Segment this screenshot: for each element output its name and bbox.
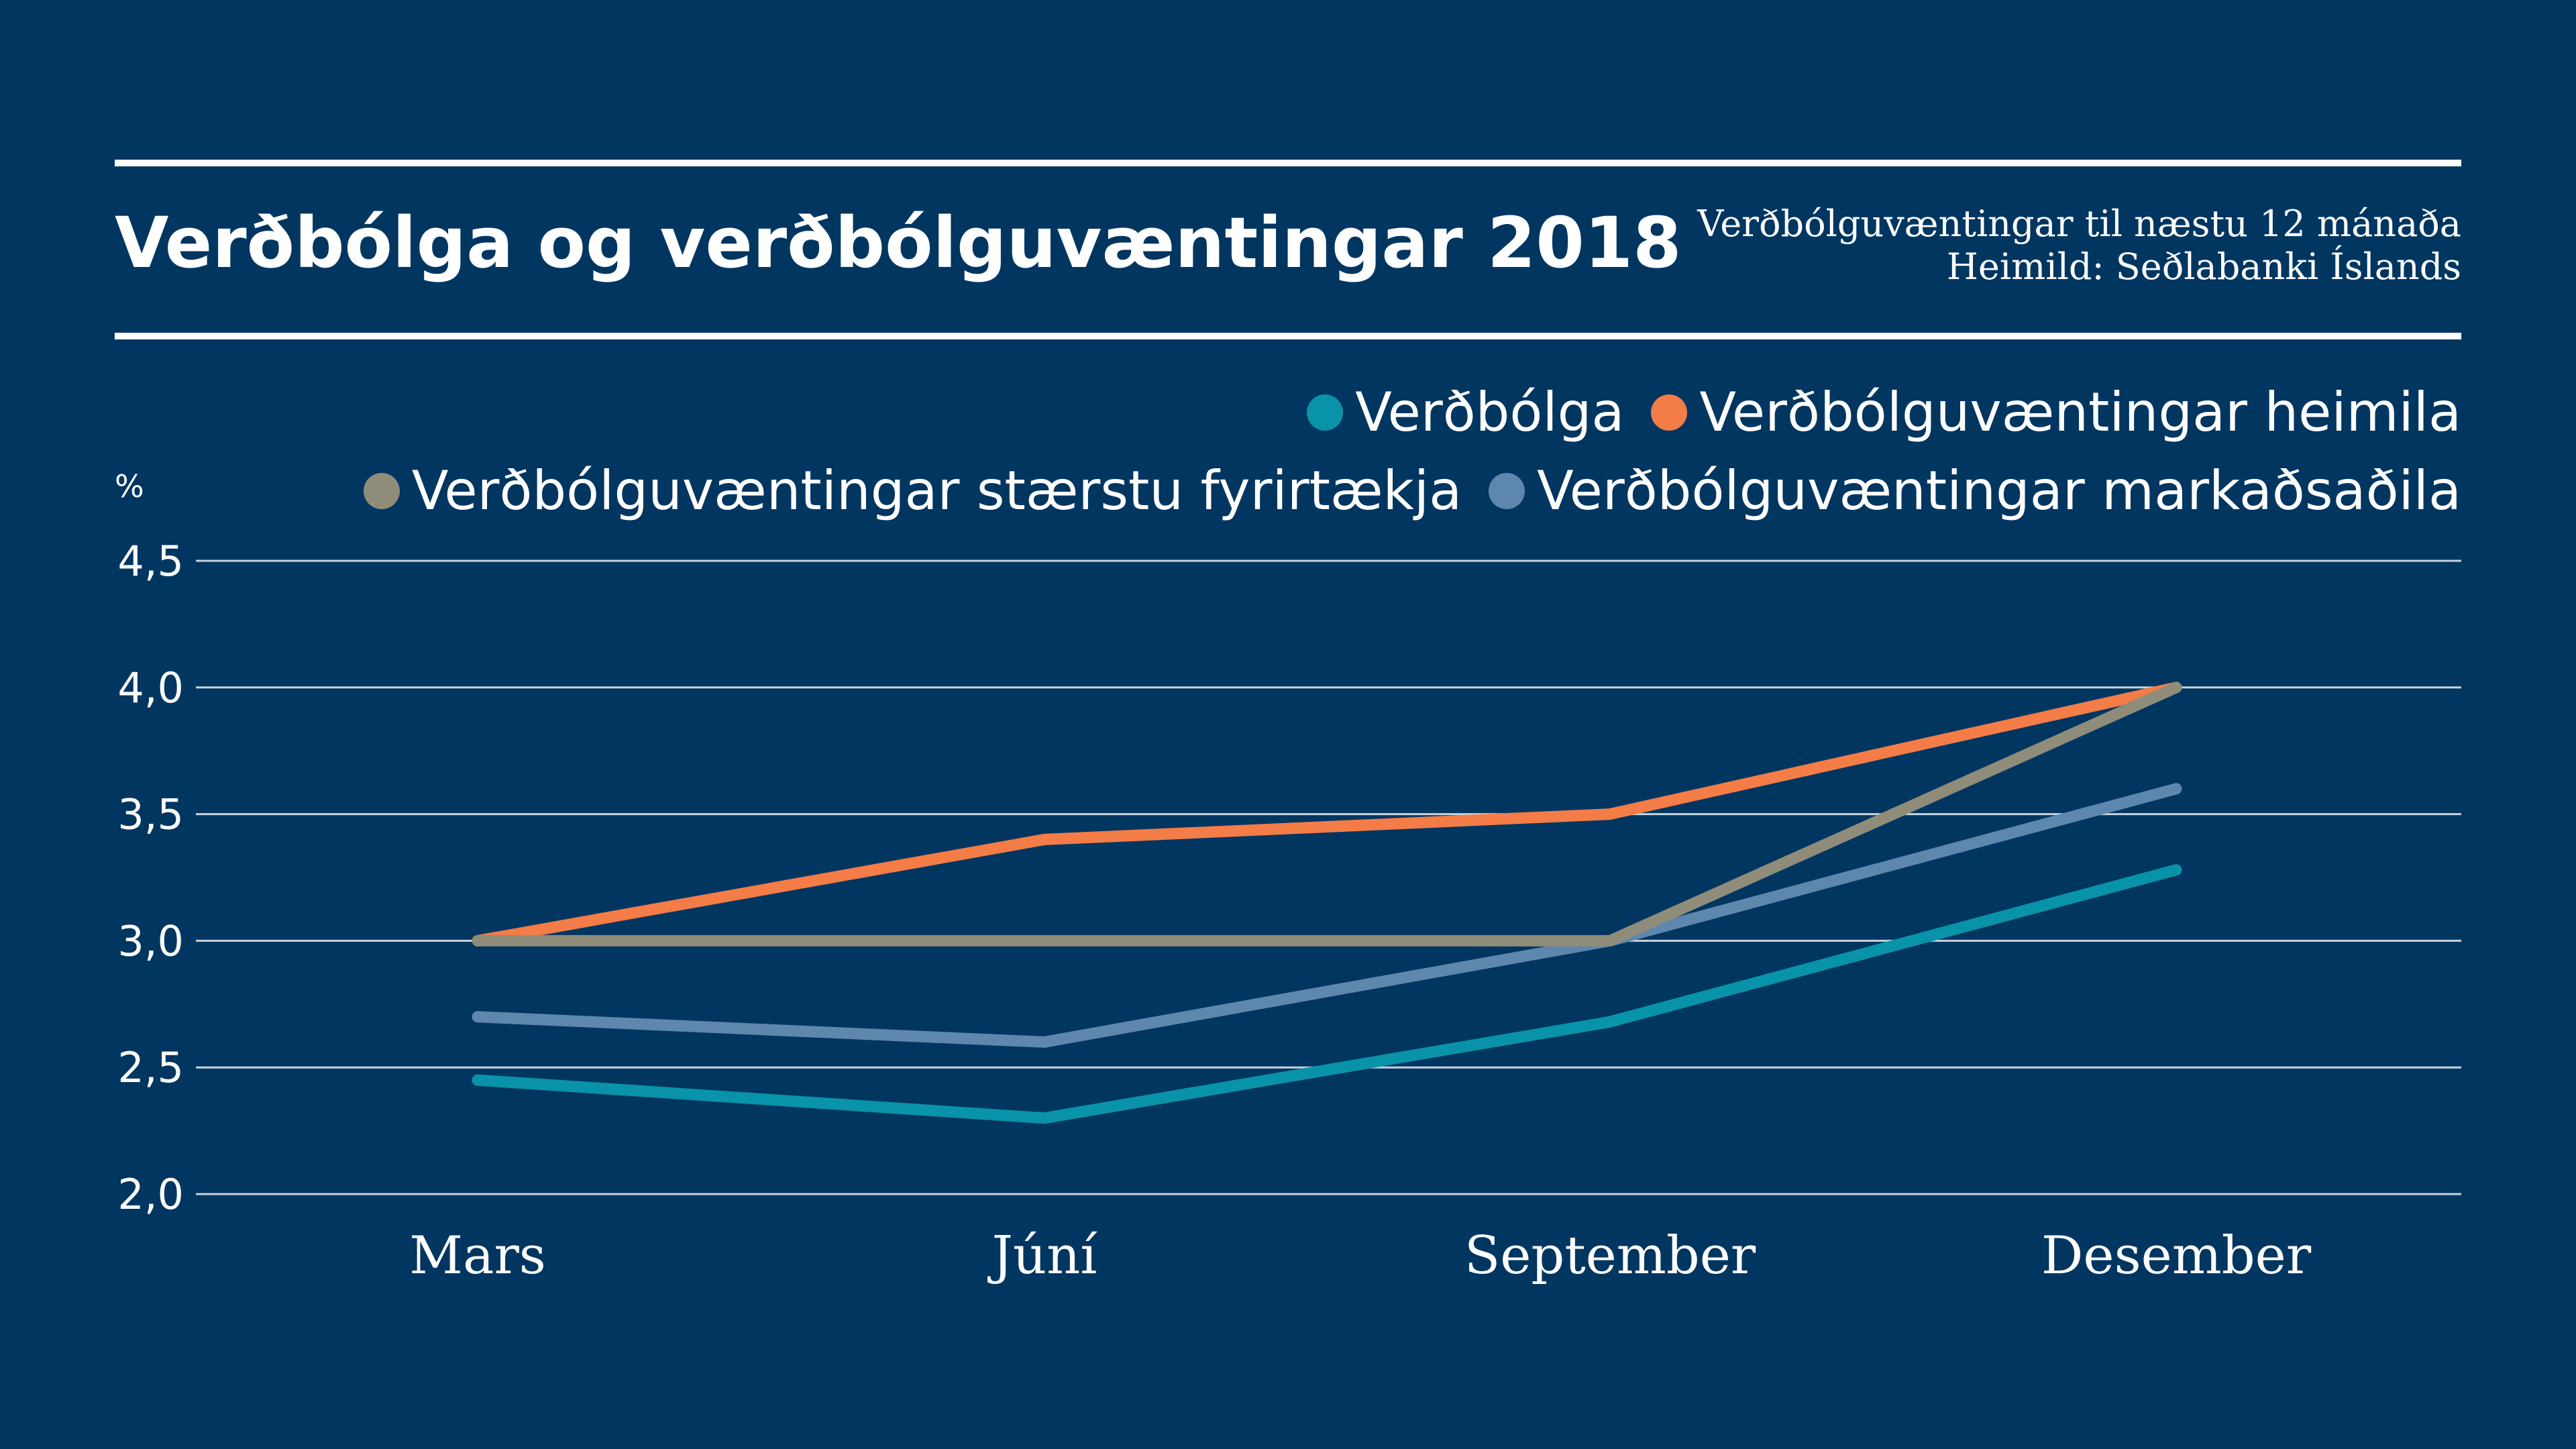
y-tick-label: 2,5 [117,1043,184,1092]
y-axis-ticks: 2,0 2,5 3,0 3,5 4,0 4,5 [117,537,184,1219]
legend-swatch-heimila [1651,394,1688,431]
legend-item-markadsadila: Verðbólguvæntingar markaðsaðila [1489,464,2461,518]
series-line-3 [472,783,2182,1048]
legend-label-verdbolga: Verðbólga [1355,381,1625,443]
legend-item-fyrirtaekja: Verðbólguvæntingar stærstu fyrirtækja [363,460,1462,522]
note-line-source: Heimild: Seðlabanki Íslands [1946,246,2461,288]
y-tick-label: 2,0 [117,1170,184,1219]
x-tick-label: Mars [409,1226,546,1286]
chart-title: Verðbólga og verðbólguvæntingar 2018 [115,202,1682,284]
x-tick-label: Júní [987,1226,1098,1286]
legend-swatch-fyrirtaekja [363,473,400,509]
legend-row-1: Verðbólga Verðbólguvæntingar heimila [1307,386,2461,439]
legend-swatch-verdbolga [1307,394,1344,431]
y-tick-label: 4,5 [117,537,184,586]
y-tick-label: 4,0 [117,663,184,712]
note-line-period: Verðbólguvæntingar til næstu 12 mánaða [1697,203,2461,245]
y-tick-label: 3,0 [117,916,184,965]
legend-label-markadsadila: Verðbólguvæntingar markaðsaðila [1537,460,2461,522]
x-axis-ticks: Mars Júní September Desember [409,1226,2312,1286]
legend-item-verdbolga: Verðbólga [1307,386,1624,439]
legend-swatch-markadsadila [1489,473,1525,509]
y-tick-label: 3,5 [117,790,184,839]
chart-note: Verðbólguvæntingar til næstu 12 mánaða H… [1697,203,2461,288]
y-axis-unit-label: % [115,468,144,504]
series-line-0 [472,864,2182,1124]
legend-item-heimila: Verðbólguvæntingar heimila [1651,386,2461,439]
x-tick-label: September [1464,1226,1756,1286]
legend-label-fyrirtaekja: Verðbólguvæntingar stærstu fyrirtækja [411,460,1462,522]
x-tick-label: Desember [2041,1226,2312,1286]
gridlines [196,559,2461,1195]
legend-label-heimila: Verðbólguvæntingar heimila [1699,381,2461,443]
series-lines [472,682,2182,1124]
series-line-1 [472,682,2182,947]
legend-row-2: Verðbólguvæntingar stærstu fyrirtækja Ve… [363,460,2461,522]
top-rule [115,160,2461,166]
bottom-rule [115,333,2461,339]
series-line-2 [472,682,2182,947]
